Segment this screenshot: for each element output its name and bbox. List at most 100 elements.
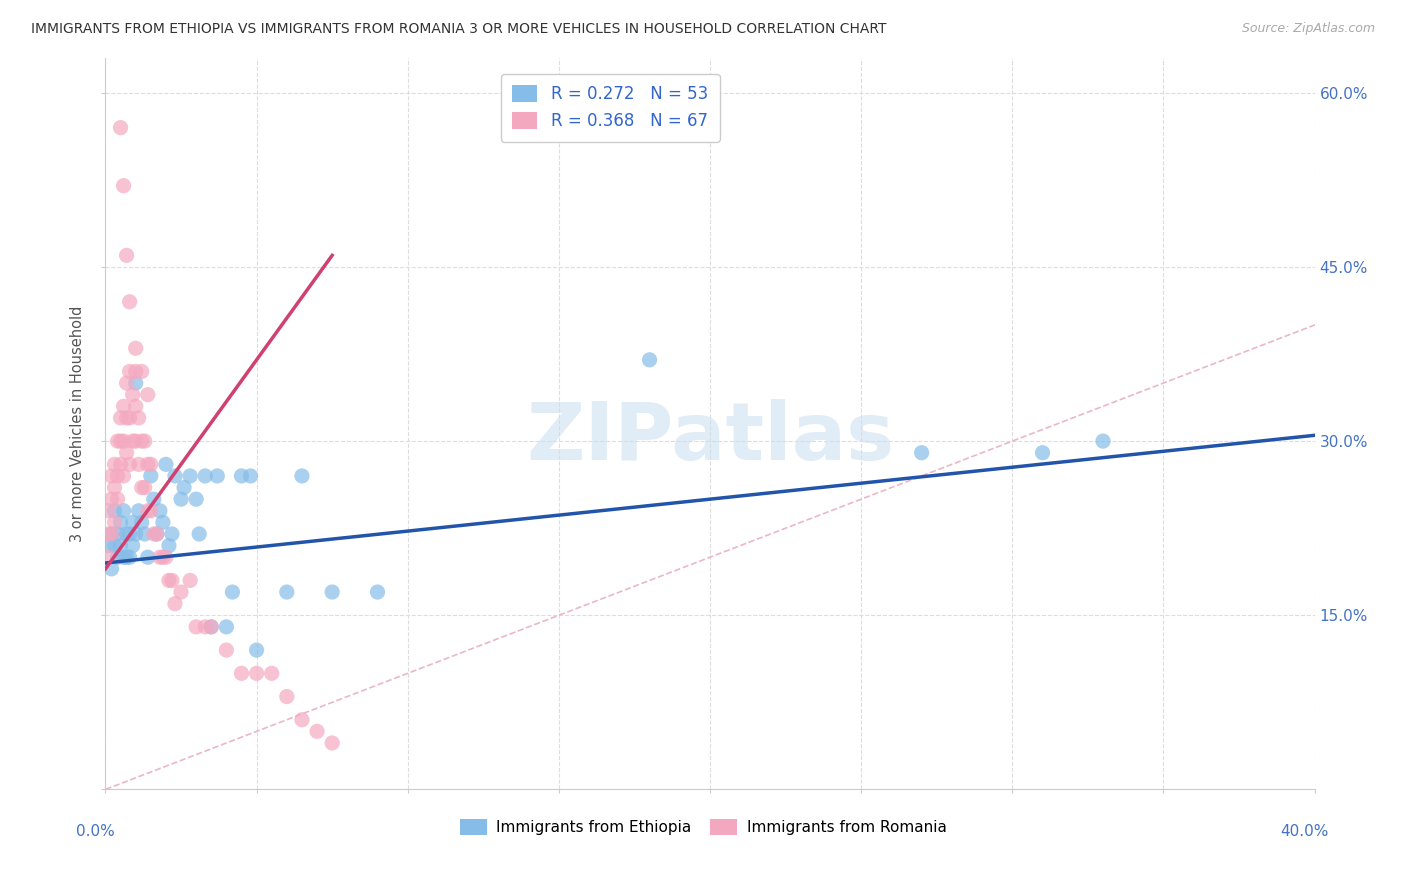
Point	[124, 376, 148, 390]
Point	[107, 492, 129, 507]
Point	[179, 469, 201, 483]
Point	[194, 469, 217, 483]
Point	[100, 527, 122, 541]
Point	[134, 527, 156, 541]
Point	[173, 481, 195, 495]
Point	[118, 527, 141, 541]
Point	[115, 527, 138, 541]
Point	[103, 539, 125, 553]
Point	[239, 469, 262, 483]
Point	[121, 434, 143, 449]
Point	[157, 574, 180, 588]
Y-axis label: 3 or more Vehicles in Household: 3 or more Vehicles in Household	[70, 306, 86, 541]
Point	[136, 550, 159, 565]
Point	[215, 620, 238, 634]
Text: IMMIGRANTS FROM ETHIOPIA VS IMMIGRANTS FROM ROMANIA 3 OR MORE VEHICLES IN HOUSEH: IMMIGRANTS FROM ETHIOPIA VS IMMIGRANTS F…	[31, 22, 886, 37]
Point	[131, 434, 153, 449]
Point	[97, 504, 120, 518]
Point	[107, 550, 129, 565]
Point	[160, 527, 183, 541]
Point	[110, 458, 132, 472]
Point	[260, 666, 283, 681]
Legend: R = 0.272   N = 53, R = 0.368   N = 67: R = 0.272 N = 53, R = 0.368 N = 67	[501, 74, 720, 142]
Point	[112, 504, 135, 518]
Point	[124, 341, 148, 355]
Point	[157, 539, 180, 553]
Point	[139, 504, 162, 518]
Point	[110, 120, 132, 135]
Point	[103, 504, 125, 518]
Point	[128, 410, 150, 425]
Point	[638, 352, 661, 367]
Point	[1092, 434, 1115, 449]
Point	[366, 585, 388, 599]
Point	[149, 550, 172, 565]
Point	[188, 527, 211, 541]
Point	[112, 178, 135, 193]
Point	[155, 550, 177, 565]
Point	[112, 550, 135, 565]
Point	[100, 492, 122, 507]
Point	[276, 585, 298, 599]
Point	[128, 458, 150, 472]
Point	[246, 643, 269, 657]
Point	[100, 469, 122, 483]
Point	[163, 469, 186, 483]
Point	[97, 550, 120, 565]
Point	[121, 539, 143, 553]
Text: Source: ZipAtlas.com: Source: ZipAtlas.com	[1241, 22, 1375, 36]
Point	[124, 434, 148, 449]
Point	[112, 399, 135, 413]
Point	[207, 469, 229, 483]
Point	[110, 539, 132, 553]
Point	[110, 516, 132, 530]
Point	[139, 458, 162, 472]
Point	[911, 446, 934, 460]
Point	[1032, 446, 1054, 460]
Point	[97, 527, 120, 541]
Point	[152, 516, 174, 530]
Text: 40.0%: 40.0%	[1281, 824, 1329, 838]
Point	[115, 446, 138, 460]
Point	[103, 458, 125, 472]
Point	[103, 516, 125, 530]
Point	[107, 527, 129, 541]
Point	[186, 492, 208, 507]
Text: 0.0%: 0.0%	[76, 824, 115, 838]
Point	[131, 516, 153, 530]
Point	[131, 481, 153, 495]
Point	[221, 585, 243, 599]
Point	[97, 539, 120, 553]
Point	[124, 364, 148, 378]
Point	[110, 434, 132, 449]
Point	[121, 516, 143, 530]
Point	[179, 574, 201, 588]
Point	[142, 527, 165, 541]
Point	[118, 550, 141, 565]
Point	[155, 458, 177, 472]
Point	[160, 574, 183, 588]
Point	[194, 620, 217, 634]
Point	[121, 387, 143, 401]
Point	[139, 469, 162, 483]
Point	[215, 643, 238, 657]
Point	[163, 597, 186, 611]
Point	[276, 690, 298, 704]
Point	[170, 585, 193, 599]
Point	[100, 527, 122, 541]
Point	[231, 666, 253, 681]
Point	[112, 434, 135, 449]
Point	[146, 527, 169, 541]
Point	[321, 585, 343, 599]
Point	[110, 410, 132, 425]
Point	[200, 620, 222, 634]
Point	[115, 550, 138, 565]
Legend: Immigrants from Ethiopia, Immigrants from Romania: Immigrants from Ethiopia, Immigrants fro…	[454, 814, 952, 841]
Point	[307, 724, 329, 739]
Point	[142, 492, 165, 507]
Point	[107, 434, 129, 449]
Point	[321, 736, 343, 750]
Point	[186, 620, 208, 634]
Point	[136, 458, 159, 472]
Point	[291, 713, 314, 727]
